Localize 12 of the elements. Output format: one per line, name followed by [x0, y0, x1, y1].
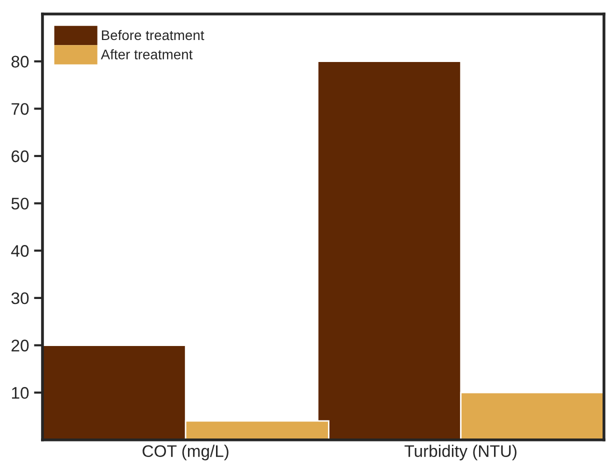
y-tick-label: 40 [11, 245, 29, 257]
y-tick-label: 30 [11, 292, 29, 304]
y-tick-label: 60 [12, 150, 29, 162]
legend-label: After treatment [100, 49, 193, 60]
legend-label: Before treatment [102, 30, 204, 40]
y-tick-label: 10 [12, 387, 29, 399]
y-tick-label: 20 [12, 340, 29, 352]
x-tick-label: Turbidity (NTU) [404, 444, 516, 460]
y-tick-label: 70 [12, 103, 29, 115]
y-tick-label: 80 [11, 56, 29, 68]
x-tick-label: COT (mg/L) [142, 444, 228, 460]
y-tick-label: 50 [11, 198, 29, 210]
